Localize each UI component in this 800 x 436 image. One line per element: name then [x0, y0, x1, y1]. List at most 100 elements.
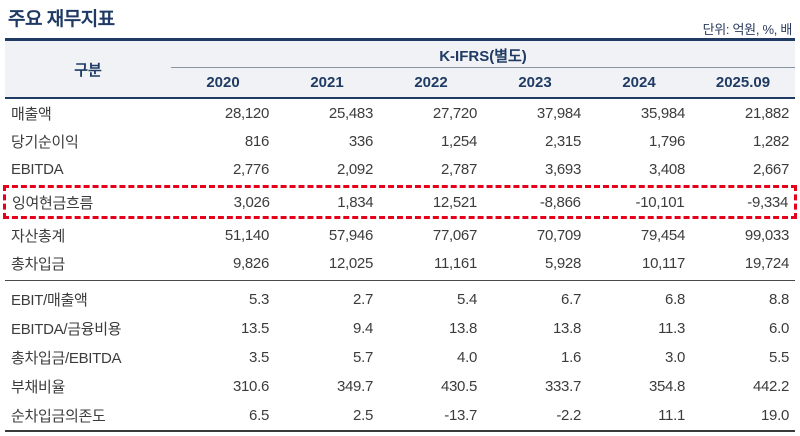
cell-value: 11.1	[658, 407, 685, 424]
row-label: 자산총계	[11, 227, 66, 245]
cell-value: 333.7	[544, 378, 581, 395]
cell-value: 1,796	[648, 132, 685, 150]
cell-value: 9,826	[232, 254, 269, 272]
cell-value: 349.7	[336, 378, 373, 395]
corner-header: 구분	[74, 61, 102, 79]
row-label: 부채비율	[11, 379, 66, 396]
cell-value: -10,101	[635, 193, 685, 211]
cell-value: 4.0	[457, 349, 477, 366]
cell-value: 2,315	[544, 132, 581, 150]
cell-value: 2.7	[353, 291, 373, 308]
row-label: 매출액	[11, 105, 52, 123]
cell-value: 99,033	[744, 226, 789, 244]
cell-value: 3.5	[249, 349, 269, 366]
cell-value: 19.0	[761, 407, 789, 424]
cell-value: -8,866	[539, 193, 581, 211]
cell-value: 816	[244, 132, 269, 150]
cell-value: 77,067	[432, 226, 477, 244]
cell-value: -13.7	[444, 407, 477, 424]
row-label: EBIT/매출액	[11, 292, 88, 309]
cell-value: 37,984	[536, 104, 581, 122]
cell-value: 13.8	[449, 320, 477, 337]
cell-value: 27,720	[432, 104, 477, 122]
table-row-borrowings-to-ebitda: 총차입금/EBITDA 3.5 5.7 4.0 1.6 3.0 5.5	[5, 343, 795, 372]
cell-value: 6.0	[769, 320, 789, 337]
cell-value: 5,928	[544, 254, 581, 272]
table-body: 매출액 28,120 25,483 27,720 37,984 35,984 2…	[3, 99, 797, 432]
cell-value: 70,709	[536, 226, 581, 244]
cell-value: 2,787	[440, 160, 477, 178]
row-label: EBITDA	[11, 160, 64, 178]
cell-value: 2,667	[752, 160, 789, 178]
year-column-header-2024: 2024	[622, 74, 656, 91]
cell-value: 11.3	[658, 320, 685, 337]
cell-value: 2,776	[232, 160, 269, 178]
table-row-revenue: 매출액 28,120 25,483 27,720 37,984 35,984 2…	[5, 99, 795, 127]
cell-value: 1,834	[337, 193, 374, 211]
cell-value: 3,026	[233, 193, 270, 211]
cell-value: 6.7	[561, 291, 581, 308]
cell-value: 21,882	[744, 104, 789, 122]
cell-value: 2.5	[353, 407, 373, 424]
cell-value: 3.0	[665, 349, 685, 366]
row-label: EBITDA/금융비용	[11, 321, 122, 338]
cell-value: -2.2	[556, 407, 581, 424]
cell-value: 9.4	[353, 320, 373, 337]
section-divider	[5, 280, 795, 281]
cell-value: 5.5	[769, 349, 789, 366]
cell-value: 5.4	[457, 291, 477, 308]
table-row-ebitda: EBITDA 2,776 2,092 2,787 3,693 3,408 2,6…	[5, 155, 795, 183]
cell-value: 3,693	[544, 160, 581, 178]
cell-value: -9,334	[747, 193, 788, 211]
cell-value: 336	[348, 132, 373, 150]
table-row-total-borrowings: 총차입금 9,826 12,025 11,161 5,928 10,117 19…	[5, 249, 795, 277]
cell-value: 2,092	[336, 160, 373, 178]
cell-value: 12,025	[328, 254, 373, 272]
cell-value: 57,946	[328, 226, 373, 244]
table-row-ebit-to-sales: EBIT/매출액 5.3 2.7 5.4 6.7 6.8 8.8	[5, 285, 795, 314]
row-label: 총차입금	[11, 255, 66, 273]
cell-value: 1.6	[561, 349, 581, 366]
cell-value: 19,724	[744, 254, 789, 272]
cell-value: 11,161	[434, 254, 477, 272]
table-bottom-rule	[5, 430, 795, 432]
cell-value: 310.6	[232, 378, 269, 395]
year-column-header-2021: 2021	[310, 74, 344, 91]
table-row-debt-ratio: 부채비율 310.6 349.7 430.5 333.7 354.8 442.2	[5, 372, 795, 401]
cell-value: 13.8	[553, 320, 581, 337]
cell-value: 6.8	[665, 291, 685, 308]
cell-value: 5.7	[353, 349, 373, 366]
cell-value: 13.5	[241, 320, 269, 337]
table-row-ebitda-to-finance-cost: EBITDA/금융비용 13.5 9.4 13.8 13.8 11.3 6.0	[5, 314, 795, 343]
cell-value: 28,120	[224, 104, 269, 122]
table-row-net-borrowings-dependence: 순차입금의존도 6.5 2.5 -13.7 -2.2 11.1 19.0	[5, 401, 795, 430]
page-title: 주요 재무지표	[8, 9, 115, 30]
year-column-header-2023: 2023	[518, 74, 552, 91]
accounting-standard-header: K-IFRS(별도)	[171, 41, 795, 68]
highlight-box-free-cash-flow: 잉여현금흐름 3,026 1,834 12,521 -8,866 -10,101…	[3, 185, 797, 219]
cell-value: 430.5	[440, 378, 477, 395]
table-row-total-assets: 자산총계 51,140 57,946 77,067 70,709 79,454 …	[5, 221, 795, 249]
cell-value: 442.2	[752, 378, 789, 395]
cell-value: 51,140	[224, 226, 269, 244]
cell-value: 10,117	[642, 254, 685, 272]
cell-value: 1,282	[752, 132, 789, 150]
table-row-free-cash-flow: 잉여현금흐름 3,026 1,834 12,521 -8,866 -10,101…	[6, 188, 794, 216]
cell-value: 354.8	[648, 378, 685, 395]
cell-value: 3,408	[648, 160, 685, 178]
cell-value: 5.3	[249, 291, 269, 308]
financial-table: 구분 K-IFRS(별도) 2020 2021 2022 2023 2024 2…	[3, 38, 797, 432]
row-label: 당기순이익	[11, 133, 79, 151]
table-row-net-income: 당기순이익 816 336 1,254 2,315 1,796 1,282	[5, 127, 795, 155]
row-label: 총차입금/EBITDA	[11, 350, 122, 367]
row-label: 잉여현금흐름	[12, 194, 94, 212]
year-column-header-2022: 2022	[414, 74, 448, 91]
cell-value: 6.5	[249, 407, 269, 424]
cell-value: 1,254	[440, 132, 477, 150]
cell-value: 25,483	[328, 104, 373, 122]
table-header: 구분 K-IFRS(별도) 2020 2021 2022 2023 2024 2…	[5, 38, 795, 99]
cell-value: 8.8	[769, 291, 789, 308]
row-label: 순차입금의존도	[11, 408, 106, 425]
cell-value: 12,521	[432, 193, 477, 211]
